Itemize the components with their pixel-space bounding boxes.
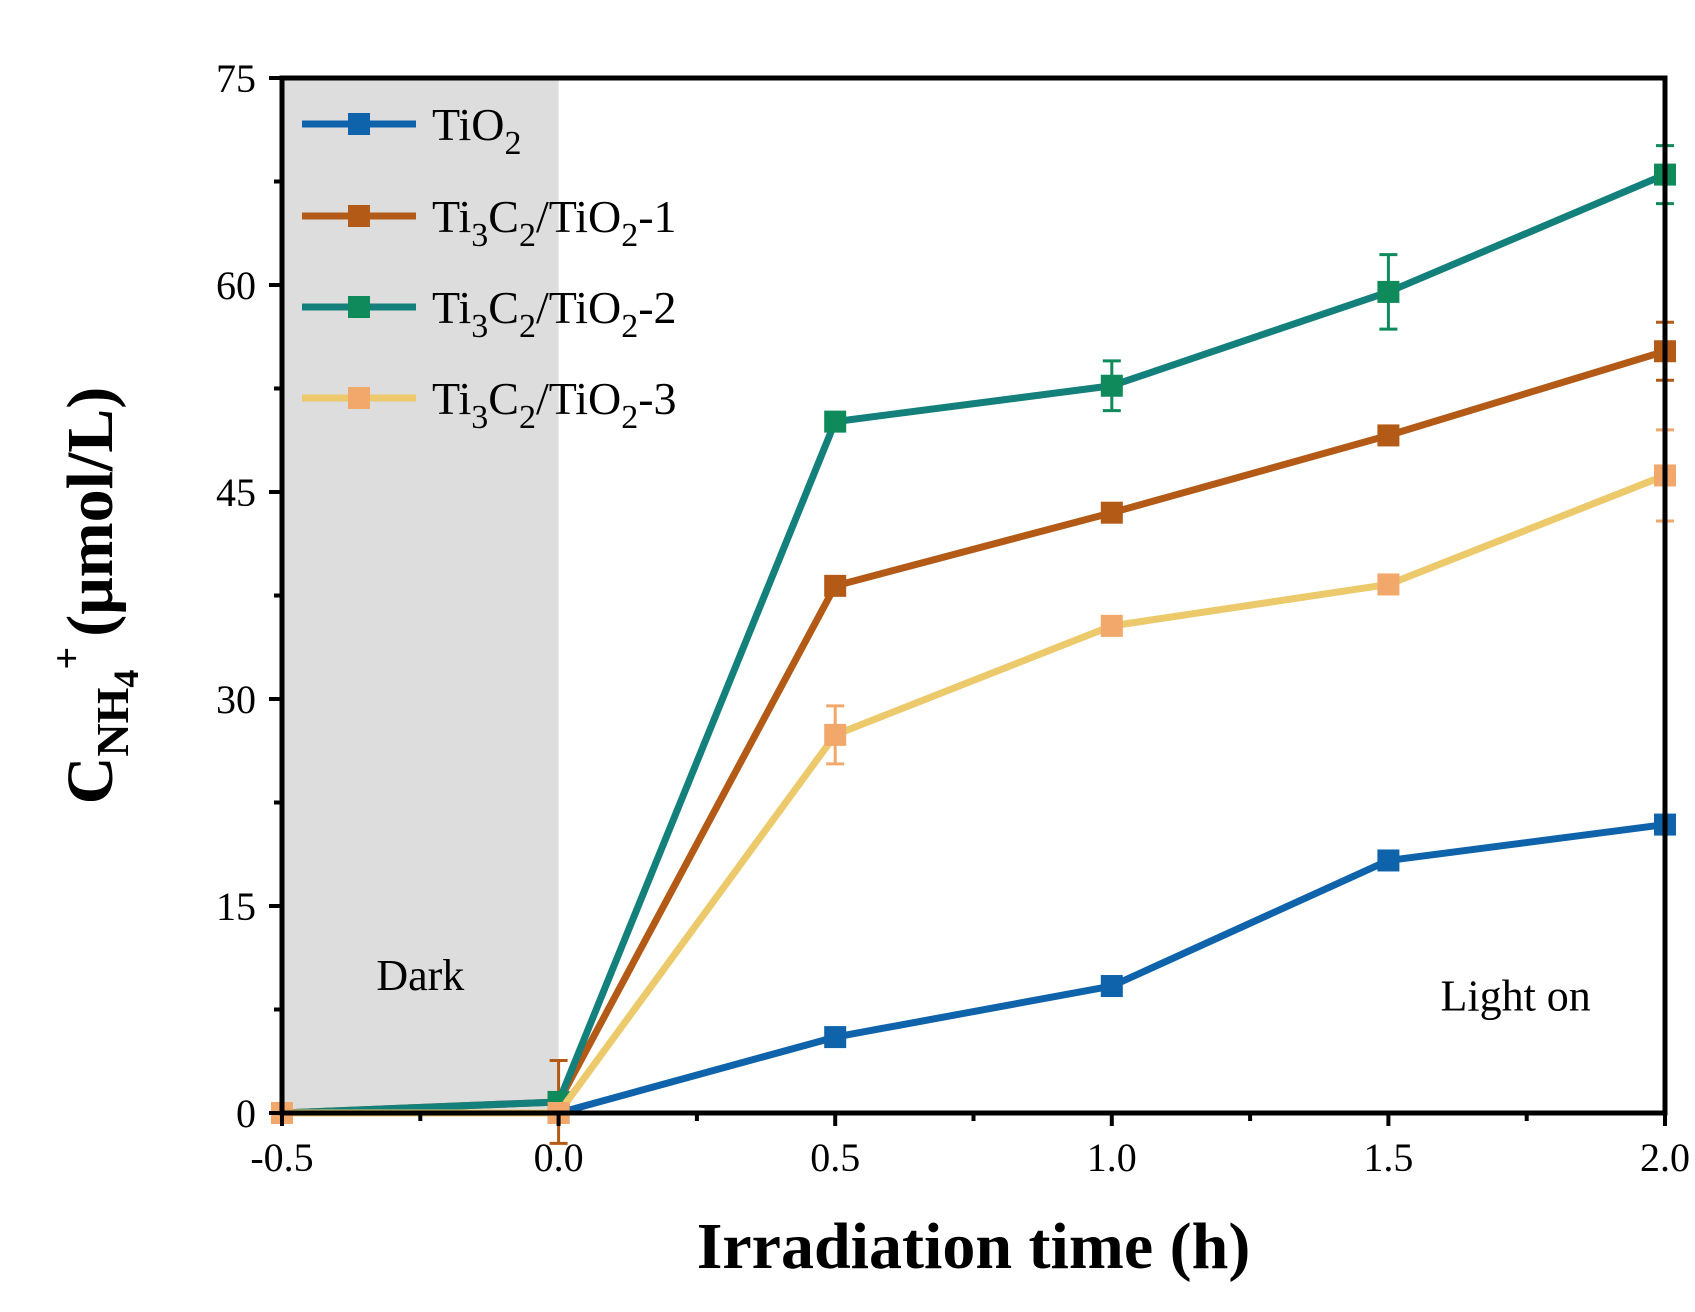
legend-marker	[348, 387, 370, 409]
x-tick-label: 1.0	[1087, 1135, 1137, 1180]
legend-label-part: Ti	[432, 191, 471, 242]
legend-item-3: Ti3C2/TiO2-2	[302, 282, 677, 345]
y-tick-label: 15	[216, 884, 256, 929]
legend-marker	[348, 296, 370, 318]
x-tick-label: -0.5	[250, 1135, 313, 1180]
legend-label-part: /TiO	[536, 191, 621, 242]
legend-label-part: 2	[519, 399, 536, 436]
dark-annotation: Dark	[376, 951, 464, 1000]
legend-label-part: Ti	[432, 282, 471, 333]
dark-period-shading	[282, 78, 559, 1113]
data-point	[824, 574, 847, 597]
legend-label-part: Ti	[432, 99, 471, 150]
legend-item-4: Ti3C2/TiO2-3	[302, 373, 677, 436]
legend-label-part: 2	[621, 308, 638, 345]
legend-label-part: -2	[638, 282, 676, 333]
legend-label-part: C	[488, 191, 519, 242]
svg-text:CNH4+(μmol/L): CNH4 + (μmol/L)	[44, 387, 146, 805]
data-point	[1100, 614, 1123, 637]
series-line	[281, 171, 1667, 1117]
ticks-layer: -0.5 0.0 0.5 1.0 1.5 2.0 0 15 30 45 60 75	[216, 56, 1690, 1180]
legend-label-part: 2	[519, 308, 536, 345]
legend-label: Ti3C2/TiO2-1	[432, 191, 677, 254]
x-tick-label: 0.5	[810, 1135, 860, 1180]
y-tick-label: 45	[216, 470, 256, 515]
data-point	[824, 723, 847, 746]
data-point	[1100, 501, 1123, 524]
legend-item-1: TiO2	[302, 99, 522, 162]
legend-label-part: C	[488, 373, 519, 424]
data-point	[1377, 849, 1400, 872]
y-axis-title: CNH4 + (μmol/L)	[44, 387, 146, 805]
y-tick-label: 60	[216, 263, 256, 308]
legend-item-2: Ti3C2/TiO2-1	[302, 191, 677, 254]
y-axis-title-main: C	[54, 757, 127, 805]
data-point	[824, 1026, 847, 1049]
data-point	[824, 410, 847, 433]
legend-marker	[348, 113, 370, 135]
data-point	[1377, 573, 1400, 596]
legend-label-part: 2	[505, 125, 522, 162]
x-tick-label: 1.5	[1363, 1135, 1413, 1180]
y-axis-title-sub2: 4	[106, 670, 146, 688]
legend-label-part: 3	[471, 217, 488, 254]
legend-label: Ti3C2/TiO2-3	[432, 373, 677, 436]
data-point	[1377, 280, 1400, 303]
data-point	[1377, 424, 1400, 447]
y-tick-label: 0	[236, 1091, 256, 1136]
y-tick-label: 30	[216, 677, 256, 722]
y-axis-title-sub: NH	[87, 687, 138, 756]
legend-label-part: 2	[519, 217, 536, 254]
legend-label-part: 2	[621, 217, 638, 254]
legend-label: Ti3C2/TiO2-2	[432, 282, 677, 345]
light-on-annotation: Light on	[1440, 972, 1590, 1021]
legend-label-part: /TiO	[536, 373, 621, 424]
x-tick-label: 2.0	[1640, 1135, 1690, 1180]
y-tick-label: 75	[216, 56, 256, 101]
y-axis-title-sup: +	[44, 647, 89, 670]
legend-label-part: C	[488, 282, 519, 333]
data-point	[1100, 374, 1123, 397]
legend-label-part: -1	[638, 191, 676, 242]
legend-label: TiO2	[432, 99, 522, 162]
y-axis-title-units: (μmol/L)	[54, 387, 127, 637]
legend-label-part: O	[471, 99, 504, 150]
legend-label-part: /TiO	[536, 282, 621, 333]
x-tick-label: 0.0	[534, 1135, 584, 1180]
legend-label-part: 2	[621, 399, 638, 436]
legend-label-part: 3	[471, 399, 488, 436]
legend-marker	[348, 205, 370, 227]
legend-label-part: 3	[471, 308, 488, 345]
x-axis-title: Irradiation time (h)	[697, 1210, 1251, 1283]
legend-label-part: Ti	[432, 373, 471, 424]
legend-label-part: -3	[638, 373, 676, 424]
data-point	[1100, 975, 1123, 998]
